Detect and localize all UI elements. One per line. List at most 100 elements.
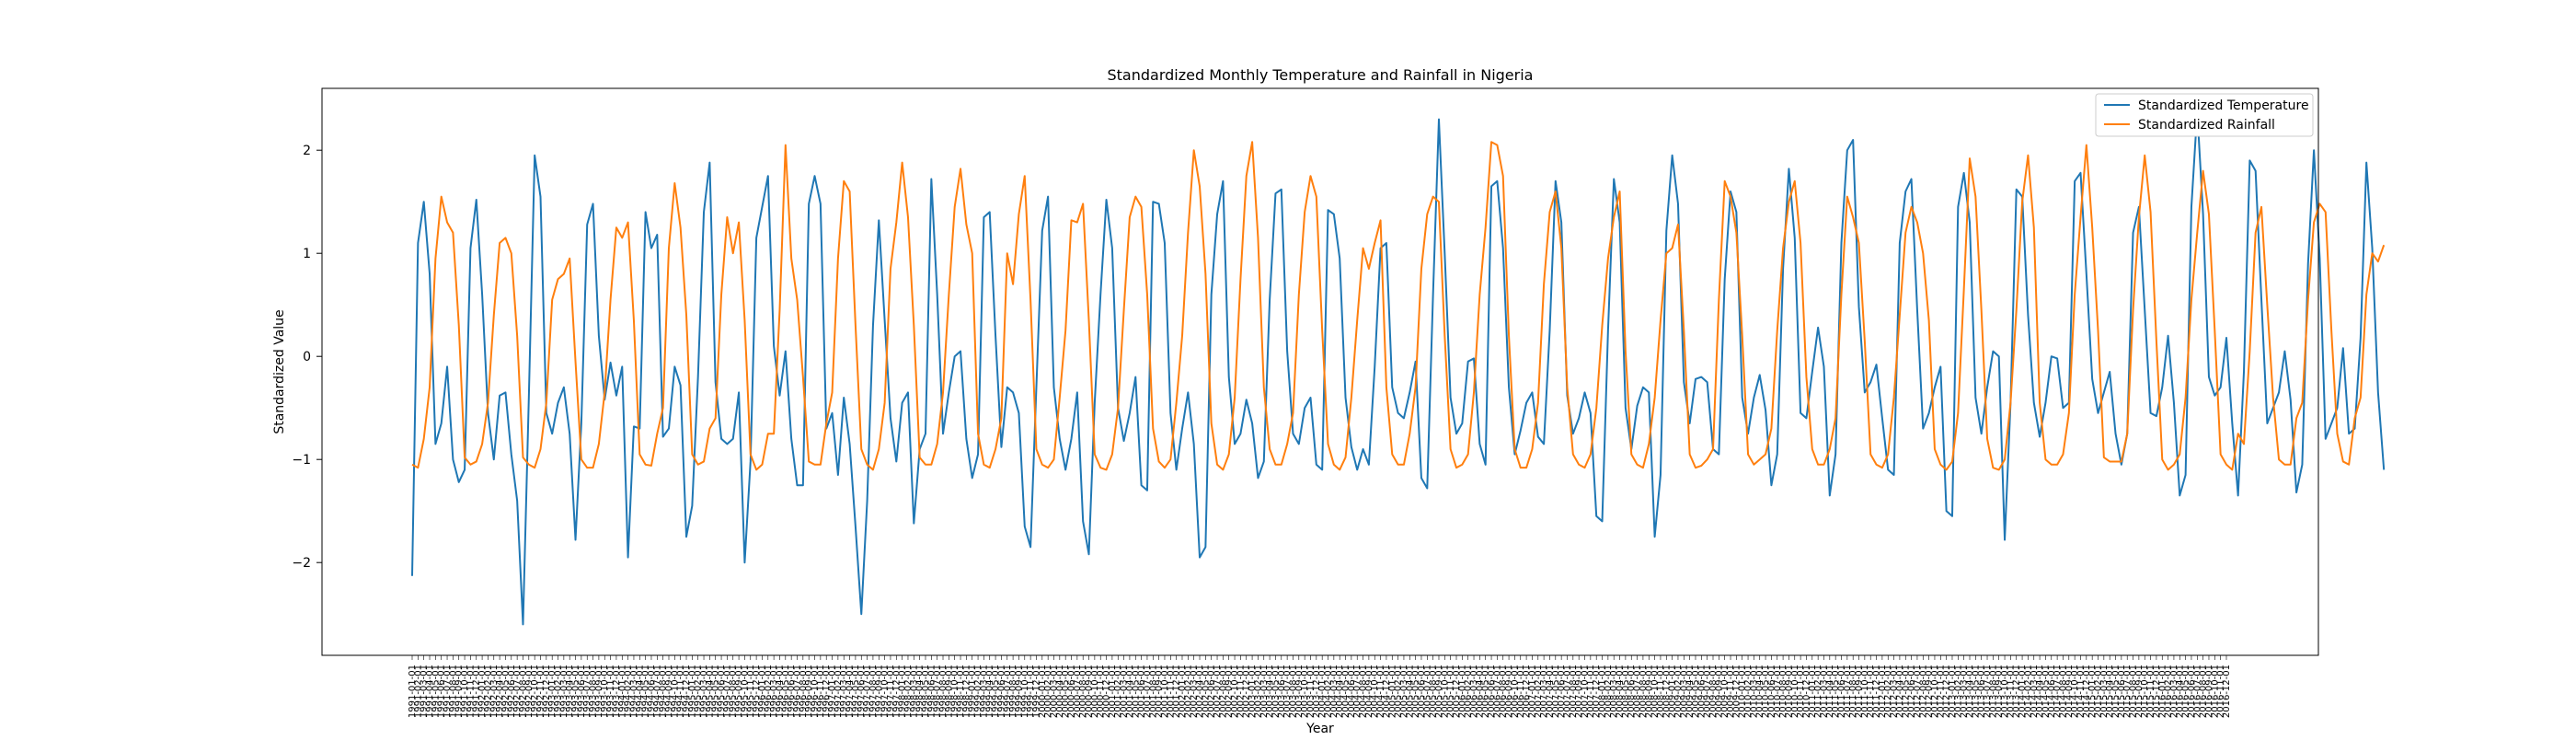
x-tick-label: 2001-08-01 <box>1148 665 1158 718</box>
x-tick-label: 2010-02-01 <box>1743 665 1754 718</box>
x-tick-label: 2004-03-01 <box>1329 665 1340 718</box>
x-tick-label: 2007-10-01 <box>1581 665 1591 718</box>
x-tick-label: 2000-10-01 <box>1090 665 1100 718</box>
x-tick-label: 1993-01-01 <box>547 665 558 718</box>
x-tick-label: 1999-11-01 <box>1026 665 1036 718</box>
x-tick-label: 2008-06-01 <box>1627 665 1637 718</box>
x-tick-label: 1991-08-01 <box>448 665 458 718</box>
x-tick-label: 2003-11-01 <box>1305 665 1316 718</box>
x-tick-label: 2003-01-01 <box>1248 665 1258 718</box>
x-tick-label: 1997-07-01 <box>863 665 873 718</box>
x-tick-label: 1997-02-01 <box>834 665 844 718</box>
x-tick-label: 2002-06-01 <box>1207 665 1217 718</box>
x-tick-label: 2002-01-01 <box>1178 665 1188 718</box>
x-tick-label: 2004-08-01 <box>1359 665 1369 718</box>
x-tick-label: 2007-05-01 <box>1551 665 1561 718</box>
x-tick-label: 2007-11-01 <box>1586 665 1596 718</box>
x-tick-label: 1998-06-01 <box>926 665 937 718</box>
temperature-series-line <box>411 110 2386 626</box>
x-tick-label: 2006-09-01 <box>1504 665 1514 718</box>
x-tick-label: 1994-08-01 <box>659 665 669 718</box>
x-tick-label: 1996-06-01 <box>787 665 797 718</box>
x-tick-label: 2004-04-01 <box>1335 665 1345 718</box>
x-tick-label: 2003-04-01 <box>1265 665 1275 718</box>
x-tick-label: 1998-09-01 <box>944 665 954 718</box>
x-tick-label: 1991-06-01 <box>437 665 447 718</box>
x-tick-label: 2005-02-01 <box>1394 665 1404 718</box>
x-tick-label: 2006-05-01 <box>1481 665 1491 718</box>
x-tick-label: 2005-01-01 <box>1387 665 1397 718</box>
x-tick-label: 2013-01-01 <box>1948 665 1958 718</box>
x-tick-label: 2010-08-01 <box>1778 665 1788 718</box>
x-tick-label: 2012-08-01 <box>1918 665 1928 718</box>
x-tick-label: 2006-07-01 <box>1492 665 1502 718</box>
x-tick-label: 2011-04-01 <box>1825 665 1835 718</box>
x-tick-label: 1991-02-01 <box>413 665 423 718</box>
x-tick-label: 1997-09-01 <box>874 665 884 718</box>
x-tick-label: 2006-12-01 <box>1522 665 1532 718</box>
x-tick-label: 2003-02-01 <box>1253 665 1263 718</box>
x-tick-label: 1996-05-01 <box>781 665 791 718</box>
x-tick-label: 2011-02-01 <box>1813 665 1823 718</box>
x-tick-label: 2000-07-01 <box>1073 665 1083 718</box>
x-tick-label: 2000-08-01 <box>1078 665 1088 718</box>
x-tick-label: 2013-07-01 <box>1983 665 1993 718</box>
x-tick-label: 2014-12-01 <box>2082 665 2092 718</box>
x-tick-label: 1999-09-01 <box>1014 665 1024 718</box>
x-tick-label: 1991-10-01 <box>460 665 470 718</box>
x-tick-label: 2000-12-01 <box>1102 665 1112 718</box>
x-tick-label: 2009-04-01 <box>1685 665 1696 718</box>
x-tick-label: 2006-01-01 <box>1457 665 1467 718</box>
x-tick-label: 2009-03-01 <box>1679 665 1689 718</box>
x-tick-label: 2002-12-01 <box>1242 665 1252 718</box>
x-tick-label: 1997-05-01 <box>851 665 861 718</box>
x-tick-label: 2000-03-01 <box>1049 665 1059 718</box>
x-tick-label: 1994-07-01 <box>652 665 662 718</box>
x-tick-label: 2009-10-01 <box>1720 665 1731 718</box>
x-tick-label: 1995-11-01 <box>746 665 756 718</box>
x-tick-label: 2013-12-01 <box>2012 665 2022 718</box>
x-tick-label: 2016-12-01 <box>2222 665 2232 718</box>
x-tick-label: 2014-09-01 <box>2064 665 2075 718</box>
x-tick-label: 2014-01-01 <box>2018 665 2028 718</box>
x-tick-label: 1991-12-01 <box>472 665 482 718</box>
x-tick-label: 2003-07-01 <box>1282 665 1293 718</box>
x-tick-label: 2005-09-01 <box>1434 665 1444 718</box>
x-tick-label: 1991-05-01 <box>431 665 441 718</box>
x-tick-label: 2004-06-01 <box>1347 665 1357 718</box>
x-tick-label: 1995-02-01 <box>694 665 704 718</box>
x-tick-label: 2009-12-01 <box>1731 665 1742 718</box>
x-tick-label: 1992-07-01 <box>512 665 523 718</box>
x-tick-label: 2003-09-01 <box>1294 665 1305 718</box>
x-tick-label: 2006-08-01 <box>1499 665 1509 718</box>
x-tick-label: 2012-09-01 <box>1925 665 1935 718</box>
x-tick-label: 2016-04-01 <box>2175 665 2185 718</box>
x-tick-label: 2003-12-01 <box>1312 665 1322 718</box>
x-tick-label: 1996-12-01 <box>822 665 832 718</box>
x-tick-label: 2008-09-01 <box>1644 665 1654 718</box>
x-tick-label: 2003-03-01 <box>1259 665 1270 718</box>
x-tick-label: 1995-08-01 <box>729 665 739 718</box>
x-tick-label: 1996-08-01 <box>799 665 809 718</box>
x-tick-label: 1995-12-01 <box>752 665 762 718</box>
x-tick-label: 2011-06-01 <box>1837 665 1847 718</box>
x-tick-label: 2002-10-01 <box>1230 665 1240 718</box>
x-tick-label: 2009-08-01 <box>1708 665 1719 718</box>
x-tick-label: 1997-11-01 <box>886 665 896 718</box>
x-tick-label: 2000-04-01 <box>1055 665 1065 718</box>
x-tick-label: 1992-03-01 <box>489 665 500 718</box>
x-tick-label: 2015-10-01 <box>2140 665 2150 718</box>
x-tick-label: 2009-06-01 <box>1696 665 1707 718</box>
x-tick-label: 2015-04-01 <box>2105 665 2115 718</box>
x-tick-label: 2015-09-01 <box>2134 665 2145 718</box>
x-tick-label: 1994-05-01 <box>641 665 651 718</box>
x-tick-label: 2012-04-01 <box>1895 665 1905 718</box>
x-tick-label: 1996-01-01 <box>757 665 767 718</box>
x-tick-label: 2015-08-01 <box>2129 665 2139 718</box>
x-tick-label: 2000-01-01 <box>1038 665 1048 718</box>
x-tick-label: 2003-08-01 <box>1288 665 1298 718</box>
x-tick-label: 2007-12-01 <box>1592 665 1602 718</box>
x-tick-label: 2009-09-01 <box>1714 665 1724 718</box>
x-tick-label: 2016-01-01 <box>2157 665 2168 718</box>
